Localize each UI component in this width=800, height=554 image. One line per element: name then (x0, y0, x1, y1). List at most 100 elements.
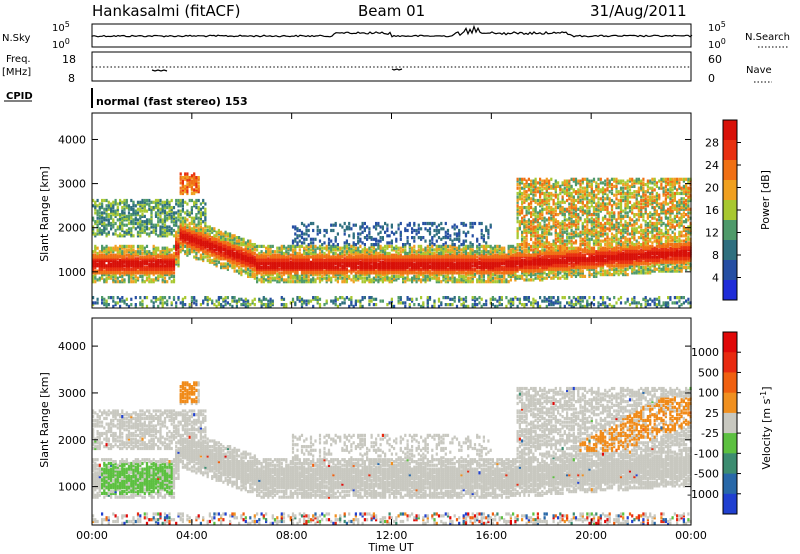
range-gate-cell (368, 269, 371, 273)
range-gate-cell (145, 251, 149, 256)
range-gate-cell (202, 236, 205, 240)
range-gate-cell (170, 269, 173, 273)
range-gate-cell (350, 262, 353, 266)
range-gate-cell (453, 255, 456, 259)
range-gate-cell (265, 262, 268, 266)
range-gate-cell (256, 269, 259, 273)
range-gate-cell (154, 223, 158, 227)
range-gate-cell (512, 301, 515, 305)
range-gate-cell (442, 271, 445, 275)
range-gate-cell (105, 234, 108, 238)
range-gate-cell (343, 257, 346, 261)
range-gate-cell (523, 253, 526, 257)
range-gate-cell (186, 174, 189, 178)
range-gate-cell (480, 236, 483, 240)
range-gate-cell (521, 253, 524, 257)
range-gate-cell (514, 276, 517, 280)
range-gate-cell (525, 258, 528, 263)
range-gate-cell (521, 250, 524, 254)
range-gate-cell (458, 239, 461, 243)
range-gate-cell (491, 296, 494, 300)
range-gate-cell (530, 232, 533, 236)
range-gate-cell (136, 200, 140, 204)
range-gate-cell (449, 262, 452, 266)
range-gate-cell (163, 269, 167, 273)
range-gate-cell (444, 257, 447, 261)
range-gate-cell (399, 297, 402, 301)
range-gate-cell (494, 280, 497, 284)
range-gate-cell (523, 236, 526, 240)
range-gate-cell (271, 271, 274, 275)
range-gate-cell (453, 223, 456, 227)
range-gate-cell (386, 273, 389, 277)
range-gate-cell (505, 262, 508, 266)
range-gate-cell (366, 237, 369, 241)
range-gate-cell (489, 251, 492, 256)
range-gate-cell (431, 255, 434, 259)
range-gate-cell (211, 260, 214, 264)
range-gate-cell (379, 236, 382, 240)
range-gate-cell (471, 276, 474, 280)
range-gate-cell (453, 227, 456, 231)
range-gate-cell (303, 264, 306, 268)
range-gate-cell (166, 216, 169, 220)
range-gate-cell (103, 223, 106, 227)
range-gate-cell (482, 257, 485, 261)
range-gate-cell (119, 297, 122, 301)
range-gate-cell (323, 234, 326, 238)
range-gate-cell (294, 253, 297, 257)
range-gate-cell (195, 255, 198, 259)
range-gate-cell (532, 297, 535, 301)
range-gate-cell (150, 220, 153, 224)
range-gate-cell (458, 234, 461, 238)
range-gate-cell (184, 172, 187, 176)
range-gate-cell (179, 223, 182, 227)
range-gate-cell (505, 258, 508, 263)
range-gate-cell (518, 262, 521, 266)
range-gate-cell (386, 228, 389, 233)
range-gate-cell (94, 274, 97, 278)
range-gate-cell (154, 213, 158, 217)
range-gate-cell (539, 198, 542, 203)
range-gate-cell (220, 248, 223, 252)
range-gate-cell (276, 255, 279, 259)
range-gate-cell (260, 244, 263, 248)
range-gate-cell (413, 236, 416, 240)
range-gate-cell (339, 276, 342, 280)
range-gate-cell (541, 236, 544, 240)
range-gate-cell (157, 216, 160, 220)
range-gate-cell (166, 200, 169, 204)
range-gate-cell (339, 223, 342, 227)
range-gate-cell (125, 273, 128, 277)
range-gate-cell (491, 278, 494, 282)
range-gate-cell (312, 297, 315, 301)
range-gate-cell (512, 257, 515, 261)
range-gate-cell (527, 269, 530, 273)
range-gate-cell (523, 273, 526, 277)
range-gate-cell (121, 257, 124, 261)
range-gate-cell (240, 246, 243, 250)
range-gate-cell (503, 250, 506, 254)
range-gate-cell (446, 271, 450, 275)
range-gate-cell (305, 253, 308, 257)
range-gate-cell (148, 218, 151, 222)
range-gate-cell (179, 204, 182, 208)
range-gate-cell (336, 267, 339, 271)
range-gate-cell (534, 184, 537, 188)
range-gate-cell (334, 267, 337, 271)
range-gate-cell (206, 297, 209, 301)
range-gate-cell (460, 248, 463, 252)
range-gate-cell (134, 213, 137, 217)
range-gate-cell (372, 266, 375, 270)
range-gate-cell (354, 250, 357, 254)
range-gate-cell (229, 251, 232, 256)
range-gate-cell (300, 267, 304, 271)
range-gate-cell (92, 278, 95, 282)
range-gate-cell (491, 280, 494, 284)
range-gate-cell (193, 176, 196, 180)
range-gate-cell (440, 246, 443, 250)
range-gate-cell (271, 257, 274, 261)
range-gate-cell (487, 269, 490, 273)
range-gate-cell (325, 258, 328, 263)
range-gate-cell (442, 251, 445, 256)
